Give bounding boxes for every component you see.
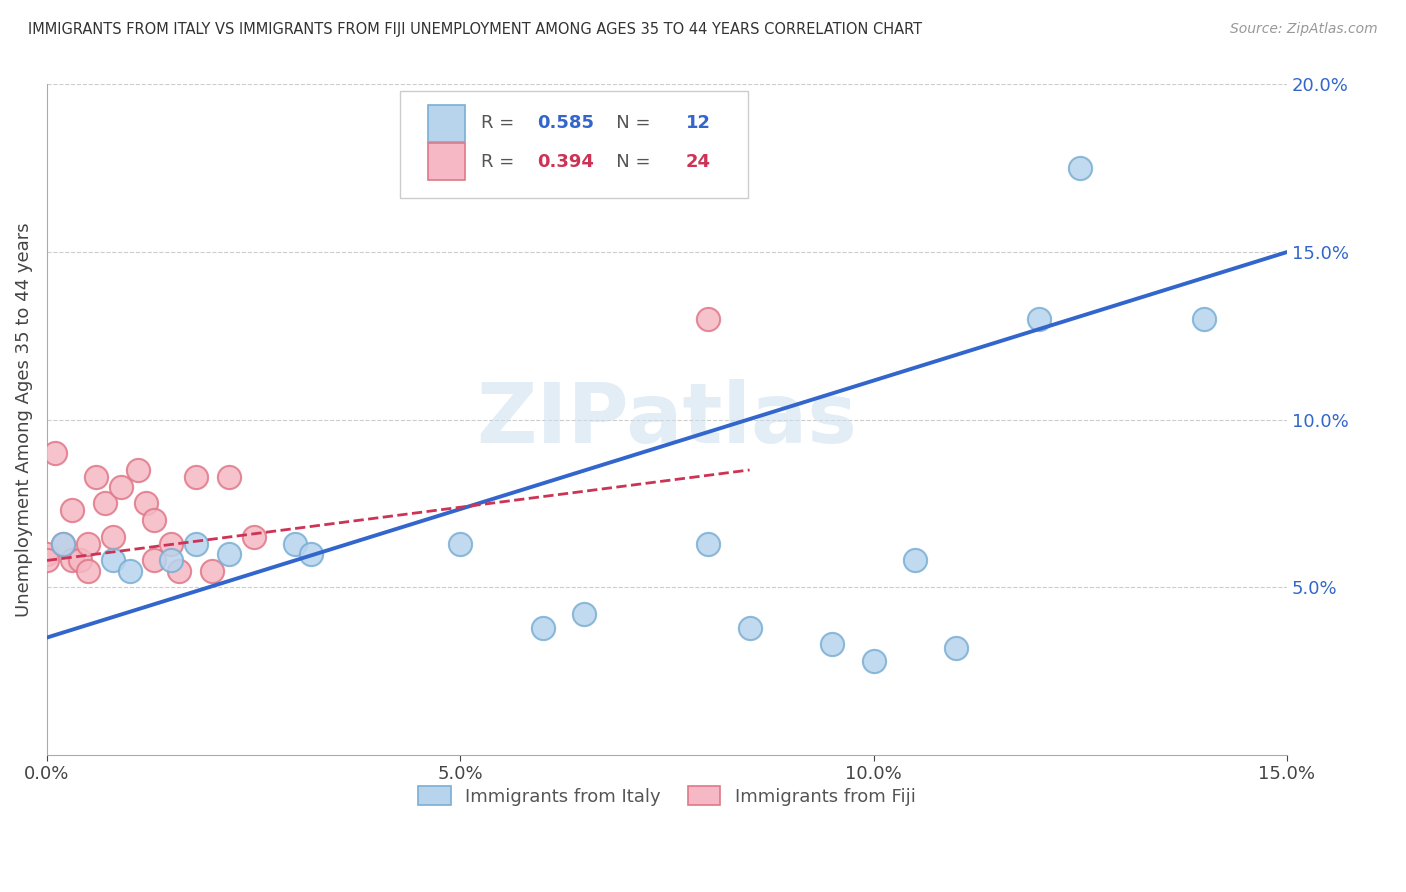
- Point: [218, 469, 240, 483]
- Text: 0.394: 0.394: [537, 153, 593, 170]
- Point: [118, 564, 141, 578]
- Point: [242, 530, 264, 544]
- Text: N =: N =: [599, 153, 657, 170]
- Point: [35, 547, 58, 561]
- FancyBboxPatch shape: [427, 105, 465, 142]
- Point: [697, 537, 720, 551]
- Point: [143, 513, 166, 527]
- Point: [60, 553, 83, 567]
- Point: [60, 503, 83, 517]
- Point: [135, 496, 157, 510]
- Point: [821, 637, 844, 651]
- Point: [449, 537, 471, 551]
- Text: IMMIGRANTS FROM ITALY VS IMMIGRANTS FROM FIJI UNEMPLOYMENT AMONG AGES 35 TO 44 Y: IMMIGRANTS FROM ITALY VS IMMIGRANTS FROM…: [28, 22, 922, 37]
- Point: [101, 530, 124, 544]
- Point: [44, 446, 66, 460]
- Point: [574, 607, 596, 621]
- Point: [738, 620, 761, 634]
- Point: [1069, 161, 1091, 176]
- FancyBboxPatch shape: [427, 143, 465, 180]
- Text: R =: R =: [481, 153, 520, 170]
- Text: Source: ZipAtlas.com: Source: ZipAtlas.com: [1230, 22, 1378, 37]
- Point: [77, 537, 100, 551]
- Point: [862, 654, 884, 668]
- Text: R =: R =: [481, 114, 520, 132]
- Point: [184, 537, 207, 551]
- Text: N =: N =: [599, 114, 657, 132]
- Point: [218, 547, 240, 561]
- Point: [301, 547, 323, 561]
- Point: [69, 553, 91, 567]
- Text: 24: 24: [686, 153, 710, 170]
- Point: [86, 469, 108, 483]
- Y-axis label: Unemployment Among Ages 35 to 44 years: Unemployment Among Ages 35 to 44 years: [15, 222, 32, 617]
- Text: 0.585: 0.585: [537, 114, 593, 132]
- Point: [184, 469, 207, 483]
- Point: [94, 496, 117, 510]
- Point: [160, 553, 183, 567]
- Text: 12: 12: [686, 114, 710, 132]
- Point: [1028, 312, 1050, 326]
- Text: ZIPatlas: ZIPatlas: [477, 379, 858, 460]
- Point: [52, 537, 75, 551]
- Point: [143, 553, 166, 567]
- Point: [127, 463, 149, 477]
- Point: [110, 480, 132, 494]
- Point: [284, 537, 307, 551]
- Point: [35, 553, 58, 567]
- Point: [160, 537, 183, 551]
- FancyBboxPatch shape: [401, 91, 748, 198]
- Point: [77, 564, 100, 578]
- Point: [945, 640, 967, 655]
- Legend: Immigrants from Italy, Immigrants from Fiji: Immigrants from Italy, Immigrants from F…: [411, 779, 922, 813]
- Point: [201, 564, 224, 578]
- Point: [52, 537, 75, 551]
- Point: [167, 564, 190, 578]
- Point: [101, 553, 124, 567]
- Point: [1194, 312, 1216, 326]
- Point: [904, 553, 927, 567]
- Point: [697, 312, 720, 326]
- Point: [531, 620, 554, 634]
